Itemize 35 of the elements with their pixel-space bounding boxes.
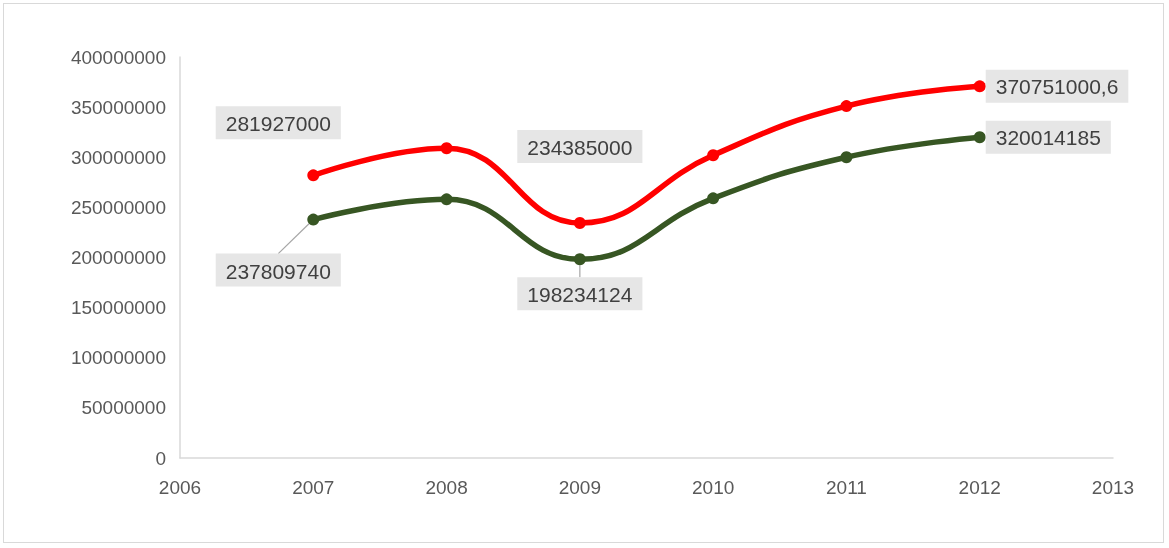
point: [973, 80, 986, 93]
data-label: 198234124: [527, 283, 633, 307]
y-tick-label: 0: [155, 447, 166, 469]
point: [307, 169, 320, 182]
x-tick-label: 2008: [425, 477, 468, 498]
x-tick-label: 2007: [292, 477, 335, 498]
y-tick-label: 100000000: [70, 347, 166, 369]
x-tick-label: 2011: [826, 477, 867, 498]
point: [840, 151, 853, 164]
y-tick-label: 50000000: [81, 397, 166, 419]
y-tick-label: 250000000: [70, 196, 166, 218]
y-tick-label: 300000000: [70, 146, 166, 168]
point: [973, 131, 986, 144]
point: [707, 192, 720, 205]
data-label: 234385000: [527, 136, 633, 160]
data-label: 370751000,6: [995, 74, 1119, 98]
point: [440, 193, 453, 206]
y-tick-label: 150000000: [70, 297, 166, 319]
y-tick-label: 350000000: [70, 96, 166, 118]
point: [840, 100, 853, 113]
x-tick-label: 2010: [692, 477, 735, 498]
x-tick-label: 2012: [958, 477, 1001, 498]
data-label: 281927000: [225, 112, 331, 136]
point: [573, 217, 586, 230]
point: [707, 149, 720, 162]
point: [307, 213, 320, 226]
data-label: 320014185: [995, 125, 1101, 149]
data-label: 237809740: [225, 259, 331, 283]
x-tick-label: 2006: [158, 477, 202, 498]
point: [440, 142, 453, 155]
point: [573, 253, 586, 266]
x-tick-label: 2009: [558, 477, 601, 498]
y-tick-label: 400000000: [70, 46, 166, 68]
x-tick-label: 2013: [1091, 477, 1135, 498]
y-tick-label: 200000000: [70, 247, 166, 268]
